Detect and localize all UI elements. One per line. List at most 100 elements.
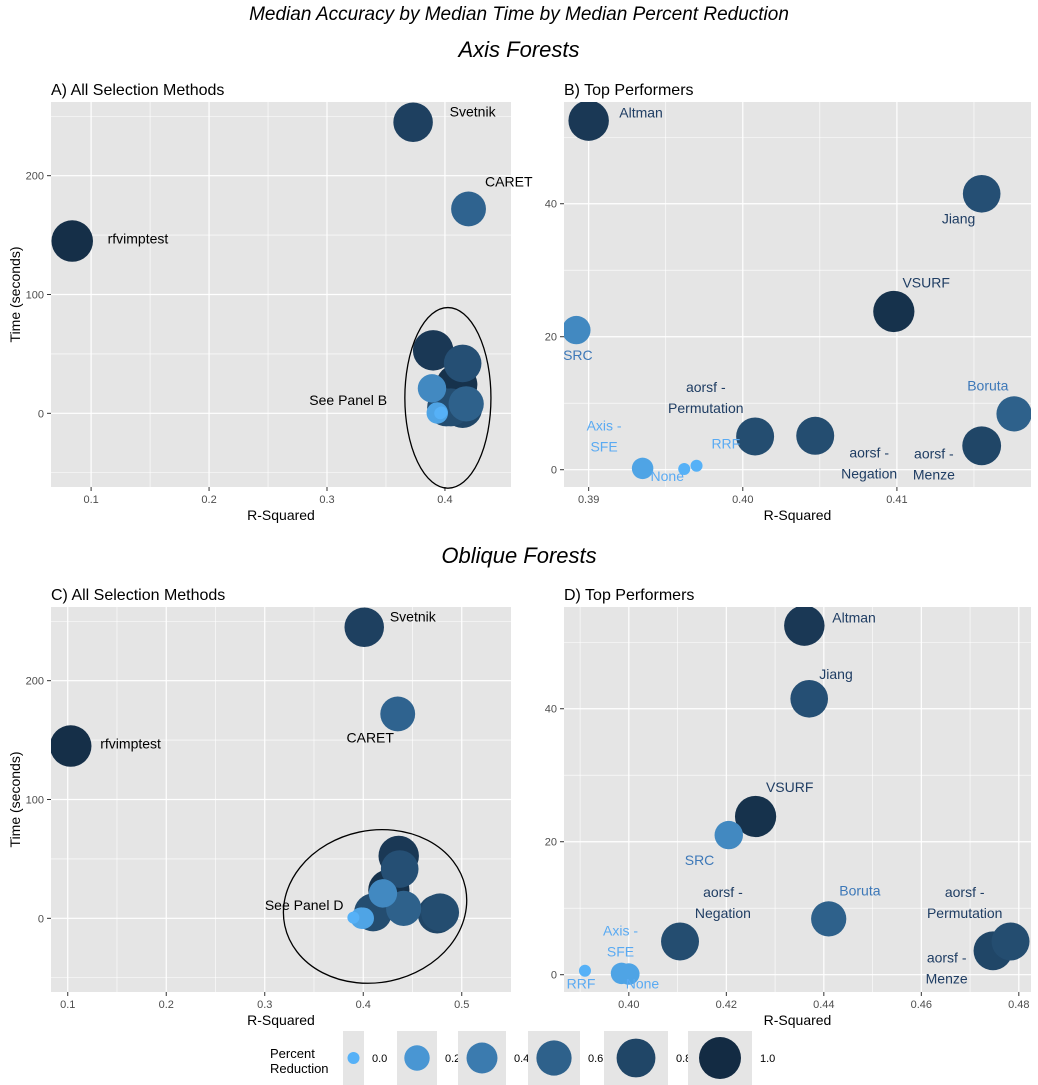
y-tick-label: 40 [545,199,557,211]
panel-title: B) Top Performers [564,82,694,99]
point-svetnik [344,607,384,647]
point-none [352,907,374,929]
point-label: Jiang [942,211,975,227]
legend-label: 0.4 [514,1053,529,1065]
y-tick-label: 100 [26,290,44,302]
panel-title: A) All Selection Methods [51,82,224,99]
panel-title: C) All Selection Methods [51,587,225,604]
point-boruta [996,396,1031,432]
y-tick-label: 200 [26,676,44,688]
x-tick-label: 0.41 [886,494,907,506]
point-label: aorsf - [849,445,889,461]
point-jiang [443,344,482,383]
point-label: SFE [607,943,634,959]
point-label: Negation [841,466,897,482]
annotation-label: See Panel B [309,392,387,408]
point-src [714,820,743,850]
point-altman [568,102,609,141]
points-layer [51,607,460,934]
point-label: aorsf - [703,884,743,900]
point-label: Svetnik [450,103,497,119]
point-label: Axis - [587,417,622,433]
panel-b: B) Top Performers 0.39 0.40 0.41 0 20 40 R-Squa… [545,82,1031,523]
legend-key-circle [466,1042,498,1074]
point-boruta [448,386,484,422]
point-label: SRC [685,852,715,868]
point-label: rfvimptest [100,735,161,751]
x-tick-label: 0.5 [454,999,469,1011]
plot-background [564,607,1031,992]
panel-d: D) Top Performers 0.40 0.42 0.44 0.46 0.48 0 20… [545,587,1031,1028]
point-label: rfvimptest [108,230,169,246]
point-label: VSURF [766,779,813,795]
y-tick-label: 200 [26,171,44,183]
point-jiang [380,850,419,888]
point-label: SRC [563,347,593,363]
point-jiang [962,174,1001,213]
point-label: Axis - [603,922,638,938]
section-title-axis: Axis Forests [456,37,579,62]
point-label: RRF [567,976,596,992]
x-tick-label: 0.4 [437,494,452,506]
point-src [564,315,591,345]
point-label: CARET [347,729,395,745]
x-tick-label: 0.2 [159,999,174,1011]
x-tick-label: 0.4 [356,999,371,1011]
point-altman [412,330,454,371]
point-label: VSURF [902,275,949,291]
point-label: aorsf - [914,445,954,461]
point-label: RRF [711,435,740,451]
legend-key-circle [347,1052,360,1064]
point-rfvimptest [51,725,92,767]
x-axis-title: R-Squared [247,1012,315,1028]
y-axis-title: Time (seconds) [7,247,23,343]
y-tick-label: 0 [551,465,557,477]
point-rfvimptest [51,220,94,262]
legend-label: 1.0 [760,1053,775,1065]
point-svetnik [393,102,433,142]
legend-key-circle [699,1037,741,1079]
point-vsurf [873,290,915,333]
point-none [618,963,640,985]
legend-label: 0.8 [676,1053,691,1065]
point-src [368,879,398,908]
point-jiang [790,679,829,718]
point-src [417,374,447,403]
point-vsurf [734,795,777,838]
x-axis-title: R-Squared [247,507,315,523]
legend-label: 0.0 [372,1053,387,1065]
point-label: Altman [619,104,663,120]
y-tick-label: 0 [551,970,557,982]
annotation-label: See Panel D [265,897,344,913]
x-tick-label: 0.40 [618,999,639,1011]
point-label: Permutation [668,400,743,416]
point-label: None [626,976,660,992]
x-tick-label: 0.42 [716,999,737,1011]
plot-background [564,102,1031,487]
y-tick-label: 0 [38,913,44,925]
x-tick-label: 0.3 [257,999,272,1011]
x-tick-label: 0.48 [1008,999,1029,1011]
x-tick-label: 0.40 [732,494,753,506]
point-aorsf-negation [796,416,835,455]
x-axis-title: R-Squared [764,1012,832,1028]
x-axis-title: R-Squared [764,507,832,523]
point-label: Boruta [839,883,880,899]
point-label: Jiang [819,666,852,682]
point-axis-sfe [631,457,654,480]
legend-key-circle [404,1045,430,1071]
x-tick-label: 0.3 [319,494,334,506]
panel-c: C) All Selection Methods 0.1 0.2 0.3 0.4 0.5 0… [7,587,511,1028]
point-rrf [578,964,591,977]
point-none [678,463,691,476]
points-layer [578,607,1030,985]
highlight-ellipse [404,306,492,489]
point-label: Permutation [927,905,1002,921]
point-label: None [651,468,685,484]
y-tick-label: 40 [545,704,557,716]
point-label: Menze [926,971,968,987]
figure-title: Median Accuracy by Median Time by Median… [249,4,789,25]
legend-key-circle [616,1038,656,1078]
